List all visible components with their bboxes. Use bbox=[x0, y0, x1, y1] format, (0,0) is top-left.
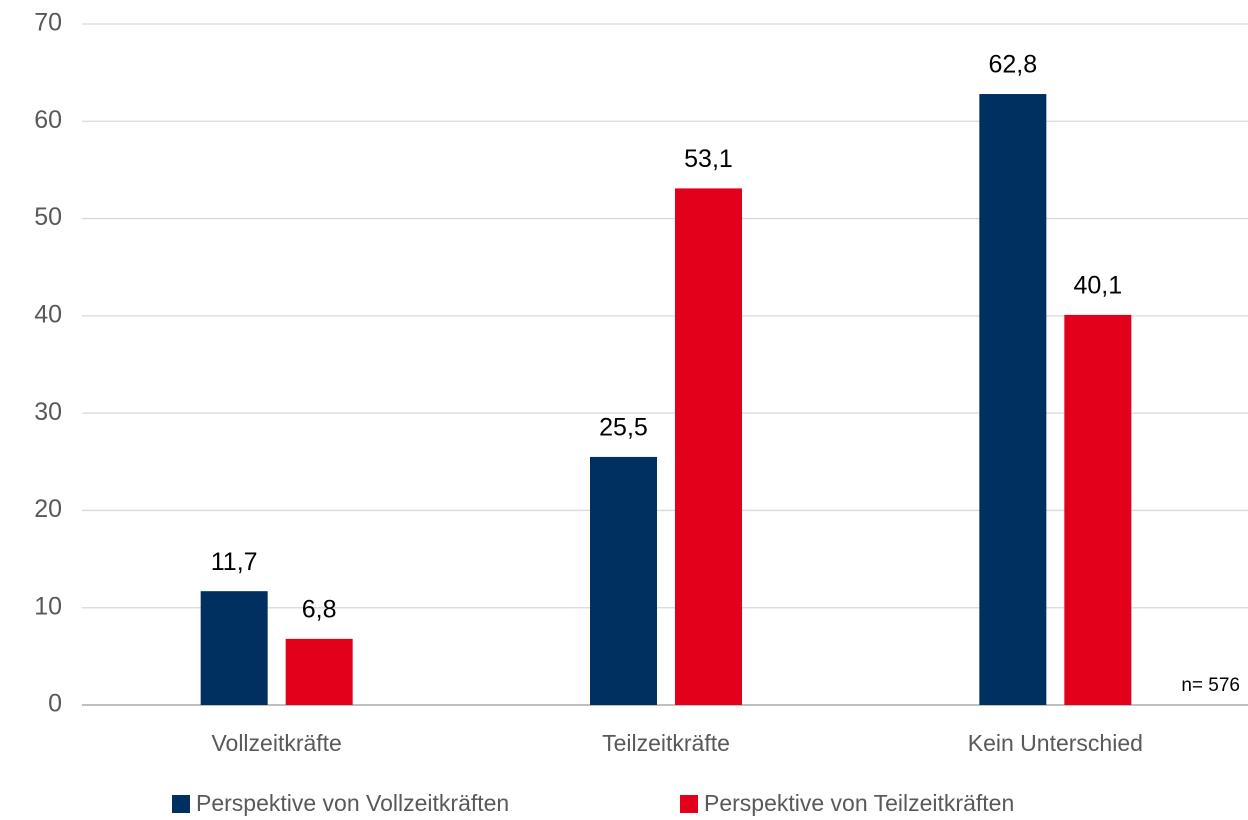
y-tick-label: 60 bbox=[34, 106, 62, 134]
bar bbox=[590, 456, 657, 705]
bar bbox=[979, 94, 1047, 705]
y-tick-label: 40 bbox=[34, 300, 62, 328]
x-tick-label: Teilzeitkräfte bbox=[602, 730, 730, 756]
value-label: 6,8 bbox=[302, 595, 337, 623]
bar bbox=[285, 638, 353, 705]
y-tick-label: 20 bbox=[34, 495, 62, 523]
x-tick-label: Vollzeitkräfte bbox=[211, 730, 341, 756]
annotation: n= 576 bbox=[1181, 675, 1240, 696]
y-tick-label: 30 bbox=[34, 398, 62, 426]
value-label: 53,1 bbox=[684, 145, 733, 173]
bar bbox=[200, 591, 268, 705]
legend-swatch bbox=[680, 795, 698, 813]
value-label: 62,8 bbox=[988, 51, 1037, 79]
y-tick-label: 0 bbox=[48, 690, 62, 718]
bar bbox=[1064, 314, 1132, 705]
value-label: 25,5 bbox=[599, 414, 648, 442]
y-tick-label: 50 bbox=[34, 203, 62, 231]
legend-label: Perspektive von Teilzeitkräften bbox=[704, 790, 1014, 816]
x-tick-label: Kein Unterschied bbox=[968, 730, 1143, 756]
value-label: 40,1 bbox=[1073, 271, 1122, 299]
bar bbox=[675, 188, 742, 706]
legend-label: Perspektive von Vollzeitkräften bbox=[196, 790, 509, 816]
y-tick-label: 10 bbox=[34, 592, 62, 620]
legend-swatch bbox=[172, 795, 190, 813]
y-tick-label: 70 bbox=[34, 9, 62, 37]
value-label: 11,7 bbox=[211, 548, 258, 576]
